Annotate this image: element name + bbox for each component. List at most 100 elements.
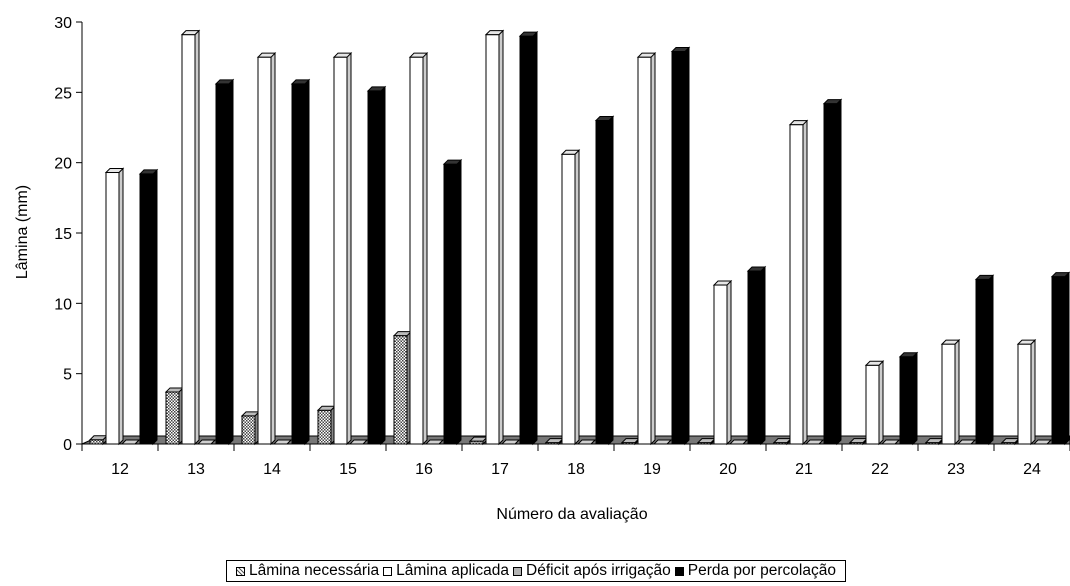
bar — [272, 439, 293, 445]
bar-top — [1032, 439, 1053, 445]
bar-top — [180, 30, 201, 36]
bar — [594, 115, 615, 446]
bar — [240, 410, 261, 446]
y-tick-label: 25 — [54, 85, 72, 102]
bar-front — [89, 439, 104, 445]
bar — [214, 78, 235, 446]
bar-top — [348, 439, 369, 445]
bar-top — [518, 31, 539, 37]
bar-front — [367, 90, 382, 445]
bar-top — [974, 274, 995, 280]
bar-front — [181, 34, 196, 445]
bar — [1032, 439, 1053, 445]
x-tick-label: 24 — [1023, 461, 1041, 478]
bar-top — [560, 149, 581, 155]
bar-top — [408, 52, 429, 58]
bar-top — [256, 52, 277, 58]
bar-top — [898, 352, 919, 358]
bar-front — [899, 356, 914, 445]
bar-top — [822, 99, 843, 105]
bar-top — [746, 266, 767, 272]
y-tick-label: 5 — [63, 367, 72, 384]
bar-front — [747, 270, 762, 445]
x-axis-title: Número da avaliação — [496, 506, 647, 523]
x-tick-label: 23 — [947, 461, 965, 478]
y-tick-label: 15 — [54, 226, 72, 243]
bar — [120, 439, 141, 445]
legend-label: Perda por percolação — [687, 562, 836, 579]
bar-top — [956, 439, 977, 445]
bar-front — [393, 335, 408, 445]
bar-front — [789, 124, 804, 445]
legend-item-deficit: Déficit após irrigação — [513, 562, 671, 580]
bar-side — [346, 51, 352, 446]
legend-item-perda: Perda por percolação — [674, 562, 836, 580]
bar-side — [498, 29, 504, 446]
bar-side — [836, 98, 842, 446]
bar-side — [1064, 271, 1070, 446]
x-tick-label: 12 — [111, 461, 129, 478]
bar — [670, 46, 691, 446]
bar-front — [485, 34, 500, 445]
bar — [620, 437, 641, 446]
bar-side — [194, 29, 200, 446]
bar — [696, 437, 717, 446]
bar — [864, 360, 885, 446]
bar-front — [713, 284, 728, 445]
legend-item-lamina-aplicada: Lâmina aplicada — [383, 562, 509, 580]
y-tick-labels: 0 5 10 15 20 25 30 — [54, 15, 72, 454]
bar-top — [864, 360, 885, 366]
bar-top — [594, 115, 615, 121]
bar-front — [139, 173, 154, 445]
bar-top — [788, 120, 809, 126]
bar — [332, 51, 353, 446]
bar — [898, 351, 919, 446]
legend-label: Déficit após irrigação — [526, 562, 671, 579]
bar — [956, 439, 977, 445]
legend-label: Lâmina aplicada — [396, 562, 510, 579]
bar-front — [215, 83, 230, 445]
bar — [484, 29, 505, 446]
bar-top — [214, 79, 235, 85]
bar-front — [105, 172, 120, 445]
bar — [164, 386, 185, 446]
bar — [180, 29, 201, 446]
bar — [712, 279, 733, 446]
bar-top — [670, 47, 691, 53]
chart-bars — [88, 29, 1070, 446]
bar-side — [422, 51, 428, 446]
bar — [1050, 271, 1070, 446]
bar — [924, 437, 945, 446]
bar-front — [865, 364, 880, 445]
bar-side — [1030, 338, 1036, 446]
y-tick-label: 0 — [63, 437, 72, 454]
bar-side — [118, 167, 124, 446]
bar-side — [152, 168, 158, 446]
bar-top — [1016, 339, 1037, 345]
bar-top — [576, 439, 597, 445]
x-tick-label: 15 — [339, 461, 357, 478]
bar — [544, 437, 565, 446]
bar-top — [728, 439, 749, 445]
bar — [728, 439, 749, 445]
bar — [822, 98, 843, 446]
bar-top — [424, 439, 445, 445]
bar-side — [760, 265, 766, 446]
bar-top — [500, 439, 521, 445]
bar — [940, 338, 961, 446]
bar-side — [608, 115, 614, 446]
bar — [1000, 437, 1021, 446]
legend-swatch-white — [383, 566, 393, 576]
bar-top — [712, 280, 733, 286]
bar-top — [196, 439, 217, 445]
bar-side — [684, 46, 690, 446]
bar-side — [726, 279, 732, 446]
x-tick-label: 16 — [415, 461, 433, 478]
bar-front — [333, 56, 348, 445]
bar — [88, 434, 109, 446]
bar-front — [317, 409, 332, 445]
y-tick-label: 30 — [54, 15, 72, 32]
x-tick-label: 20 — [719, 461, 737, 478]
legend-swatch-hatched — [236, 566, 246, 576]
